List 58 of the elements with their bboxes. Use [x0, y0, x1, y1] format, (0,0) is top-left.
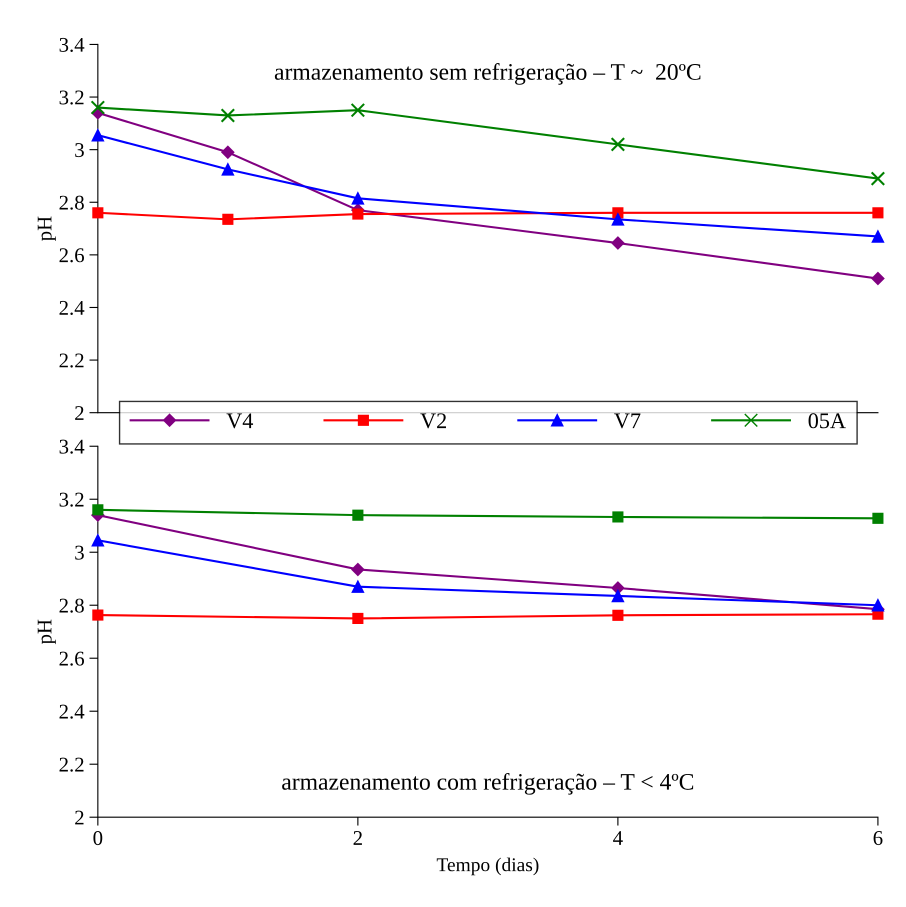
point: [872, 512, 884, 524]
point: [350, 102, 366, 118]
point: [352, 580, 364, 593]
y-axis-title: pH: [38, 620, 56, 644]
point: [222, 163, 234, 176]
x-axis-title: Tempo (dias): [436, 858, 538, 876]
point: [222, 214, 234, 225]
y-tick-label: 2.4: [60, 704, 84, 719]
y-tick-label: 2: [75, 406, 84, 420]
y-tick-label: 3: [75, 546, 84, 560]
point: [92, 609, 104, 621]
point: [92, 128, 104, 142]
y-tick-label: 2.6: [60, 248, 84, 262]
y-tick-label: 2.8: [60, 598, 84, 613]
point: [871, 272, 884, 286]
point: [352, 192, 364, 205]
point: [221, 146, 234, 159]
point: [870, 171, 886, 186]
y-tick-label: 2: [75, 810, 84, 824]
point: [352, 612, 364, 624]
legend-label: V4: [226, 413, 254, 428]
legend-label: V7: [614, 414, 640, 428]
point: [612, 610, 624, 621]
y-tick-label: 2.2: [60, 354, 84, 368]
y-tick-label: 3.2: [60, 90, 84, 105]
y-tick-label: 2.8: [60, 196, 84, 210]
point: [92, 207, 104, 218]
point: [351, 562, 364, 576]
y-tick-label: 2.4: [60, 300, 84, 315]
x-tick-label: 6: [874, 831, 882, 846]
y-axis-title: pH: [38, 216, 56, 241]
annotation: armazenamento sem refrigeração – T ~ 20ºC: [274, 63, 700, 85]
x-tick-label: 0: [93, 831, 102, 846]
y-tick-label: 3.4: [60, 440, 84, 454]
point: [872, 207, 884, 218]
point: [352, 510, 364, 521]
x-tick-label: 2: [354, 831, 362, 845]
y-tick-label: 3.4: [60, 38, 84, 52]
point: [872, 230, 884, 243]
y-tick-label: 3: [75, 143, 84, 158]
point: [610, 137, 626, 152]
point: [611, 236, 624, 250]
x-tick-label: 4: [613, 831, 623, 845]
y-tick-label: 3.2: [60, 492, 84, 507]
y-tick-label: 2.6: [60, 652, 84, 666]
point: [872, 598, 884, 612]
legend-label: V2: [420, 413, 446, 428]
point: [92, 504, 104, 516]
point: [612, 213, 624, 226]
legend-label: 05A: [808, 413, 846, 428]
point: [92, 534, 104, 547]
point: [90, 100, 106, 115]
annotation: armazenamento com refrigeração – T < 4ºC: [282, 772, 694, 795]
point: [612, 511, 624, 523]
y-tick-label: 2.2: [60, 758, 84, 772]
point: [220, 108, 236, 123]
point: [352, 208, 364, 220]
point: [612, 590, 624, 602]
